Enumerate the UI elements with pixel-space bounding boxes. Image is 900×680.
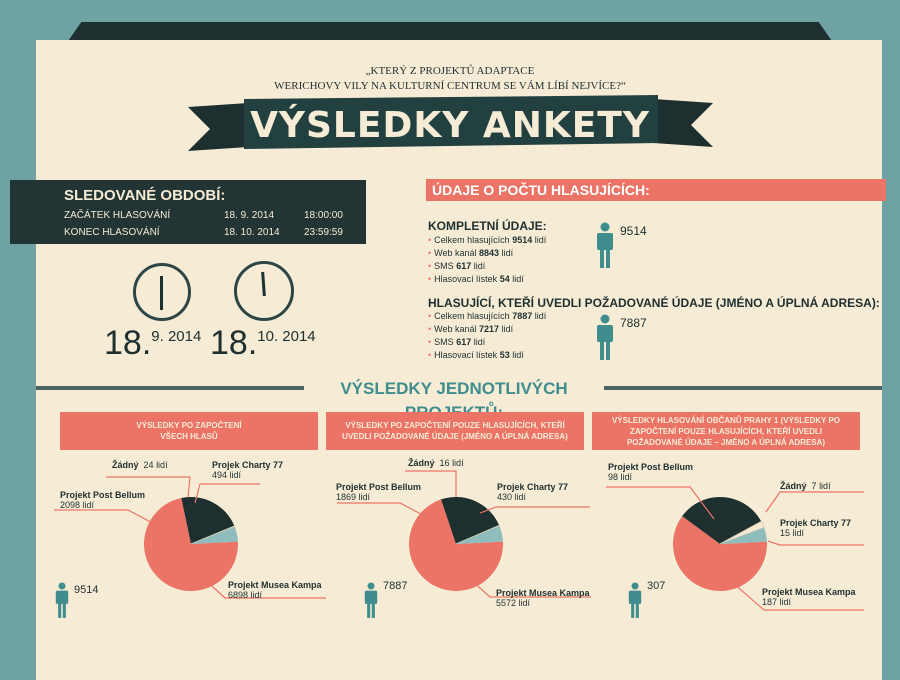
column-header: Výsledky hlasování občanů Prahy 1 (výsle…: [592, 412, 860, 450]
pie-slice-3: [720, 527, 767, 544]
period-heading: SLEDOVANÉ OBDOBÍ:: [64, 187, 226, 204]
list-item: • Web kanál 8843 lidí: [428, 248, 514, 258]
column-total: 9514: [74, 584, 99, 596]
pie-label-none: Žádný 7 lidí: [780, 481, 831, 491]
pie-label-kampa: Projekt Musea Kampa 5572 lidí: [496, 588, 590, 608]
pie-label-charta77: Projek Charty 77 494 lidí: [212, 460, 284, 480]
list-item: • SMS 617 lidí: [428, 337, 486, 347]
total-complete: 9514: [620, 224, 647, 238]
clock-icon: [133, 263, 191, 321]
list-item: • Celkem hlasujících 7887 lidí: [428, 311, 547, 321]
pie-chart-prague1-votes: [673, 497, 767, 591]
end-time: 23:59:59: [304, 227, 343, 238]
top-tab: [66, 22, 834, 44]
list-item: • Celkem hlasujících 9514 lidí: [428, 235, 547, 245]
leader-lines: [54, 470, 864, 611]
pie-label-charta77: Projek Charty 77 15 lidí: [780, 518, 852, 538]
pie-slice-3: [191, 526, 238, 544]
pie-slice-0: [409, 499, 503, 591]
column-header: Výsledky po započtení všech hlasů: [60, 412, 318, 450]
pie-label-postbellum: Projekt Post Bellum 1869 lidí: [336, 482, 422, 502]
pie-slice-1: [441, 497, 500, 544]
title-ribbon: [188, 95, 713, 151]
person-icon: [628, 582, 642, 618]
start-big-date: 18.9. 2014: [104, 324, 202, 362]
pie-chart-all-votes: [144, 497, 238, 591]
pie-slice-2: [190, 525, 236, 545]
column-total: 7887: [383, 580, 408, 592]
person-icon: [55, 582, 69, 618]
end-label: KONEC HLASOVÁNÍ: [64, 227, 160, 238]
pie-label-charta77: Projek Charty 77 430 lidí: [497, 482, 569, 502]
total-filtered: 7887: [620, 316, 647, 330]
pie-slice-1: [181, 497, 235, 544]
pie-slice-2: [719, 520, 765, 545]
filtered-heading: HLASUJÍCÍ, KTEŘÍ UVEDLI POŽADOVANÉ ÚDAJE…: [428, 296, 880, 310]
column-header: Výsledky po započtení pouze hlasujících,…: [326, 412, 584, 450]
pie-slice-0: [144, 498, 238, 591]
start-time: 18:00:00: [304, 210, 343, 221]
voters-heading: ÚDAJE O POČTU HLASUJÍCÍCH:: [426, 179, 886, 201]
pie-label-postbellum: Projekt Post Bellum 98 lidí: [608, 462, 694, 482]
list-item: • SMS 617 lidí: [428, 261, 486, 271]
list-item: • Web kanál 7217 lidí: [428, 324, 514, 334]
list-item: • Hlasovací lístek 53 lidí: [428, 350, 524, 360]
pie-chart-filtered-votes: [409, 497, 503, 591]
clock-icon: [234, 261, 294, 321]
pie-label-postbellum: Projekt Post Bellum 2098 lidí: [60, 490, 146, 510]
person-icon: [597, 314, 613, 360]
start-date: 18. 9. 2014: [224, 210, 275, 221]
page-title: VÝSLEDKY ANKETY: [250, 105, 650, 146]
pie-slice-2: [455, 524, 501, 545]
pie-label-none: Žádný 24 lidí: [112, 460, 168, 470]
period-box: SLEDOVANÉ OBDOBÍ: ZAČÁTEK HLASOVÁNÍ 18. …: [10, 180, 366, 244]
end-date: 18. 10. 2014: [224, 227, 280, 238]
column-total: 307: [647, 580, 666, 592]
pie-label-kampa: Projekt Musea Kampa 187 lidí: [762, 587, 856, 607]
list-item: • Hlasovací lístek 54 lidí: [428, 274, 524, 284]
survey-question: „Který z projektů adaptace Werichovy vil…: [230, 64, 670, 94]
pie-slice-0: [673, 516, 767, 591]
pie-label-none: Žádný 16 lidí: [408, 458, 464, 468]
start-label: ZAČÁTEK HLASOVÁNÍ: [64, 210, 171, 221]
person-icon: [364, 582, 378, 618]
pie-label-kampa: Projekt Musea Kampa 6898 lidí: [228, 580, 322, 600]
question-line-2: Werichovy vily na kulturní centrum se vá…: [274, 80, 626, 92]
person-icon: [597, 222, 613, 268]
question-line-1: „Který z projektů adaptace: [365, 65, 535, 77]
pie-slice-3: [456, 526, 503, 544]
end-big-date: 18.10. 2014: [210, 324, 316, 362]
complete-heading: KOMPLETNÍ ÚDAJE:: [428, 219, 547, 233]
clock-hand: [160, 276, 163, 310]
